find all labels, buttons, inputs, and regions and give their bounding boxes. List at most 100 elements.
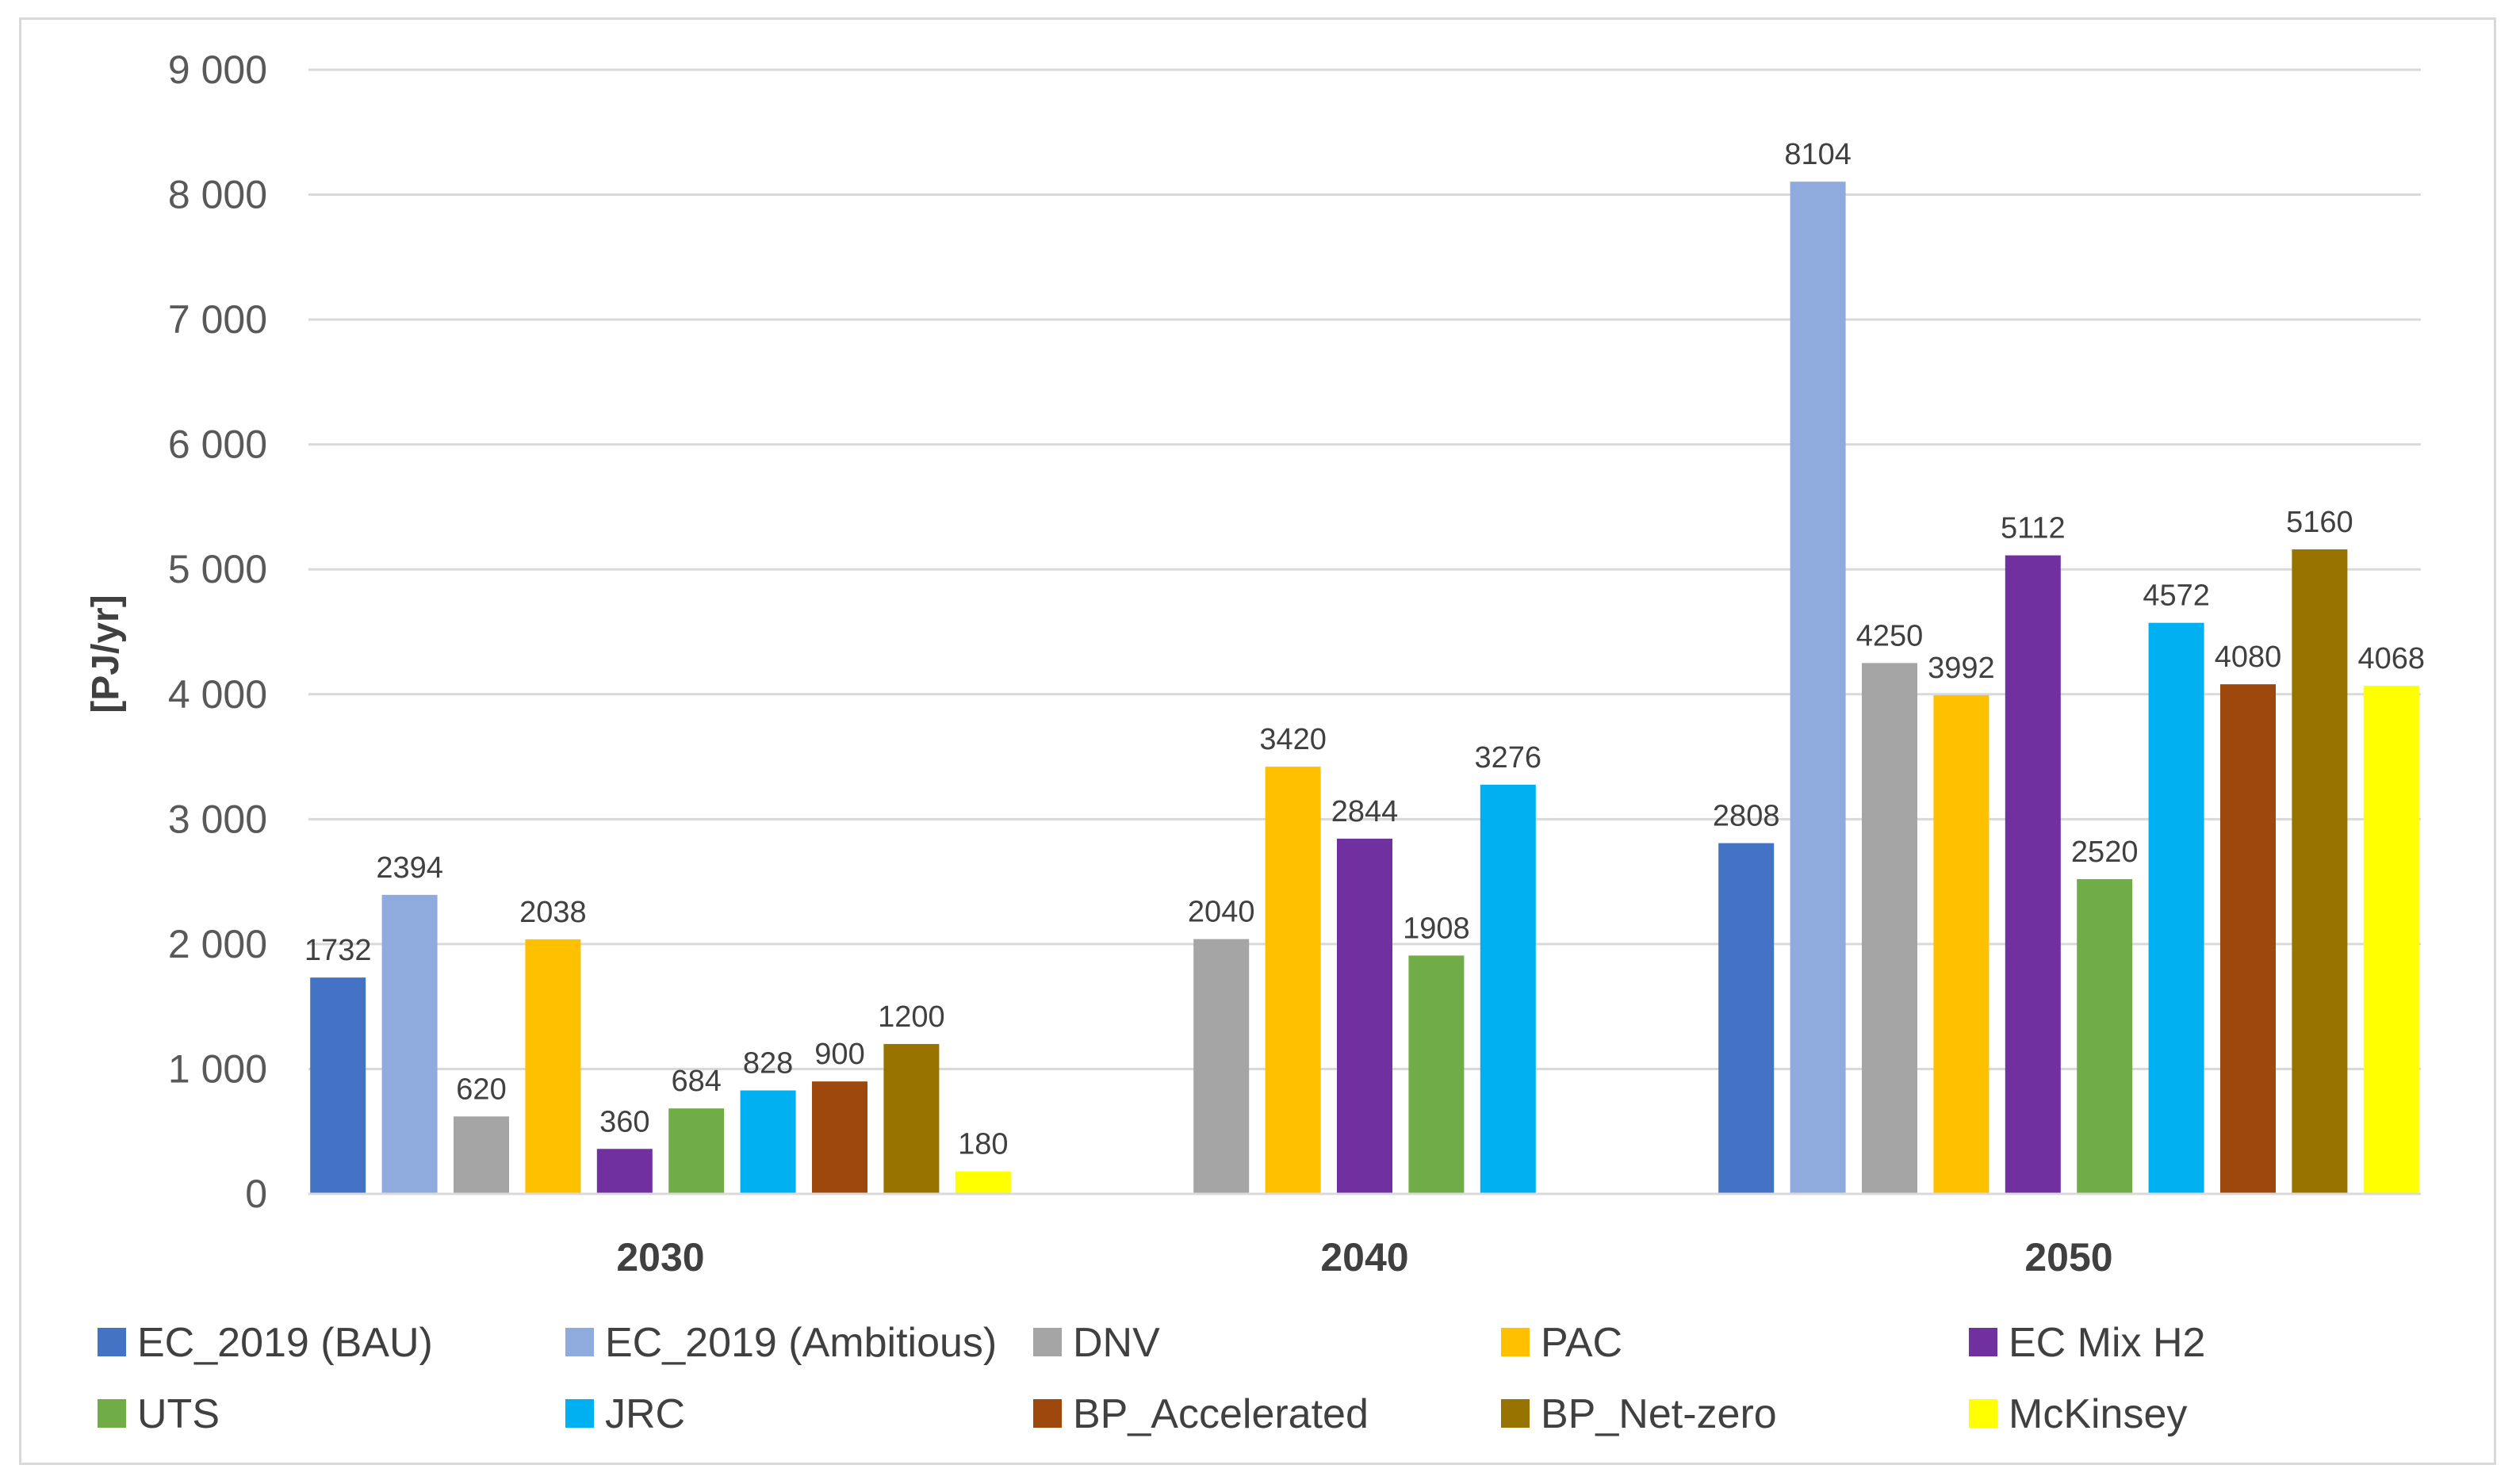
legend-item: EC_2019 (Ambitious)	[565, 1320, 997, 1366]
legend-label: PAC	[1541, 1320, 1622, 1366]
y-tick-label: 2 000	[168, 922, 267, 966]
legend-swatch	[1033, 1399, 1062, 1428]
legend-item: BP_Accelerated	[1033, 1391, 1369, 1437]
gridlines	[308, 68, 2421, 1070]
data-label: 4250	[1856, 619, 1924, 652]
data-label: 684	[671, 1065, 721, 1098]
data-label: 900	[814, 1038, 864, 1071]
x-category-label: 2030	[616, 1235, 704, 1279]
legend-item: DNV	[1033, 1320, 1160, 1366]
data-label: 1908	[1403, 912, 1470, 945]
data-label: 5160	[2286, 506, 2353, 539]
legend-swatch	[565, 1399, 594, 1428]
legend-swatch	[1033, 1328, 1062, 1356]
bar	[1933, 695, 1989, 1194]
data-label: 8104	[1784, 138, 1852, 171]
bar	[812, 1081, 867, 1194]
data-label: 4080	[2215, 641, 2282, 674]
bar	[2148, 622, 2204, 1194]
legend-label: DNV	[1073, 1320, 1160, 1366]
y-axis-ticks: 0 1 000 2 000 3 000 4 000 5 000 6 000 7 000 8 00…	[168, 48, 267, 1216]
legend-label: UTS	[137, 1391, 220, 1437]
legend-swatch	[565, 1328, 594, 1356]
data-label: 2808	[1713, 800, 1780, 833]
bar	[1790, 182, 1846, 1194]
legend-label: EC_2019 (BAU)	[137, 1320, 433, 1366]
data-label: 3276	[1475, 741, 1542, 775]
bar	[2005, 555, 2061, 1194]
bar	[740, 1090, 796, 1194]
legend-label: EC_2019 (Ambitious)	[605, 1320, 997, 1366]
bar	[1265, 767, 1321, 1194]
legend-label: BP_Net-zero	[1541, 1391, 1777, 1437]
data-label: 2844	[1331, 795, 1399, 828]
legend-item: UTS	[98, 1391, 220, 1437]
data-label: 620	[456, 1073, 506, 1106]
data-label: 2520	[2071, 836, 2139, 869]
data-labels: 1732 2394 620 2038 360 684 828 900 1200 180 2040 34…	[304, 138, 2425, 1161]
data-label: 180	[958, 1128, 1008, 1161]
data-label: 1200	[878, 1000, 945, 1034]
bar	[1337, 838, 1392, 1194]
bar	[596, 1149, 653, 1194]
bar	[1193, 939, 1250, 1194]
legend-item: JRC	[565, 1391, 685, 1437]
legend-label: JRC	[605, 1391, 685, 1437]
y-tick-label: 4 000	[168, 672, 267, 717]
legend-swatch	[98, 1328, 126, 1356]
data-label: 4572	[2143, 579, 2210, 613]
bar	[668, 1108, 725, 1194]
bar	[1862, 663, 1917, 1194]
bar	[454, 1116, 509, 1194]
y-tick-label: 6 000	[168, 423, 267, 467]
legend-swatch	[1501, 1328, 1530, 1356]
bar	[381, 894, 438, 1194]
bar	[1718, 843, 1775, 1194]
y-tick-label: 7 000	[168, 297, 267, 342]
x-category-label: 2040	[1320, 1235, 1408, 1279]
y-tick-label: 1 000	[168, 1046, 267, 1091]
data-label: 5112	[2001, 512, 2066, 545]
data-label: 3992	[1928, 652, 1995, 685]
data-label: 1732	[304, 934, 372, 967]
bar	[310, 977, 366, 1194]
legend-item: McKinsey	[1969, 1391, 2187, 1437]
bar	[1408, 955, 1465, 1194]
legend-swatch	[1501, 1399, 1530, 1428]
bar	[2363, 686, 2419, 1194]
y-tick-label: 3 000	[168, 797, 267, 841]
data-label: 2040	[1188, 896, 1255, 929]
bar-chart: 0 1 000 2 000 3 000 4 000 5 000 6 000 7 000 8 00…	[85, 48, 2425, 1437]
x-category-label: 2050	[2024, 1235, 2112, 1279]
data-label: 2394	[376, 851, 443, 885]
data-label: 4068	[2358, 642, 2426, 675]
data-label: 2038	[519, 896, 587, 929]
bar	[2220, 684, 2276, 1194]
bar	[525, 939, 581, 1194]
legend-label: EC Mix H2	[2009, 1320, 2205, 1366]
bar	[955, 1171, 1011, 1194]
legend-item: EC Mix H2	[1969, 1320, 2205, 1366]
legend-item: PAC	[1501, 1320, 1622, 1366]
y-tick-label: 8 000	[168, 173, 267, 217]
bar	[2077, 878, 2133, 1194]
legend-swatch	[98, 1399, 126, 1428]
legend-item: EC_2019 (BAU)	[98, 1320, 433, 1366]
legend-item: BP_Net-zero	[1501, 1391, 1777, 1437]
y-tick-label: 5 000	[168, 547, 267, 591]
legend-swatch	[1969, 1399, 1997, 1428]
chart-frame: 0 1 000 2 000 3 000 4 000 5 000 6 000 7 000 8 00…	[19, 17, 2496, 1465]
y-tick-label: 9 000	[168, 48, 267, 92]
x-axis: 2030 2040 2050	[308, 1192, 2421, 1279]
bar	[1480, 784, 1536, 1194]
y-axis-title: [PJ/yr]	[85, 595, 127, 713]
bar	[883, 1043, 940, 1194]
data-label: 3420	[1259, 723, 1327, 756]
bar	[2292, 549, 2348, 1194]
legend-label: McKinsey	[2009, 1391, 2187, 1437]
data-label: 360	[599, 1105, 649, 1138]
legend-label: BP_Accelerated	[1073, 1391, 1369, 1437]
legend-swatch	[1969, 1328, 1997, 1356]
data-label: 828	[743, 1047, 793, 1080]
y-tick-label: 0	[245, 1172, 267, 1216]
